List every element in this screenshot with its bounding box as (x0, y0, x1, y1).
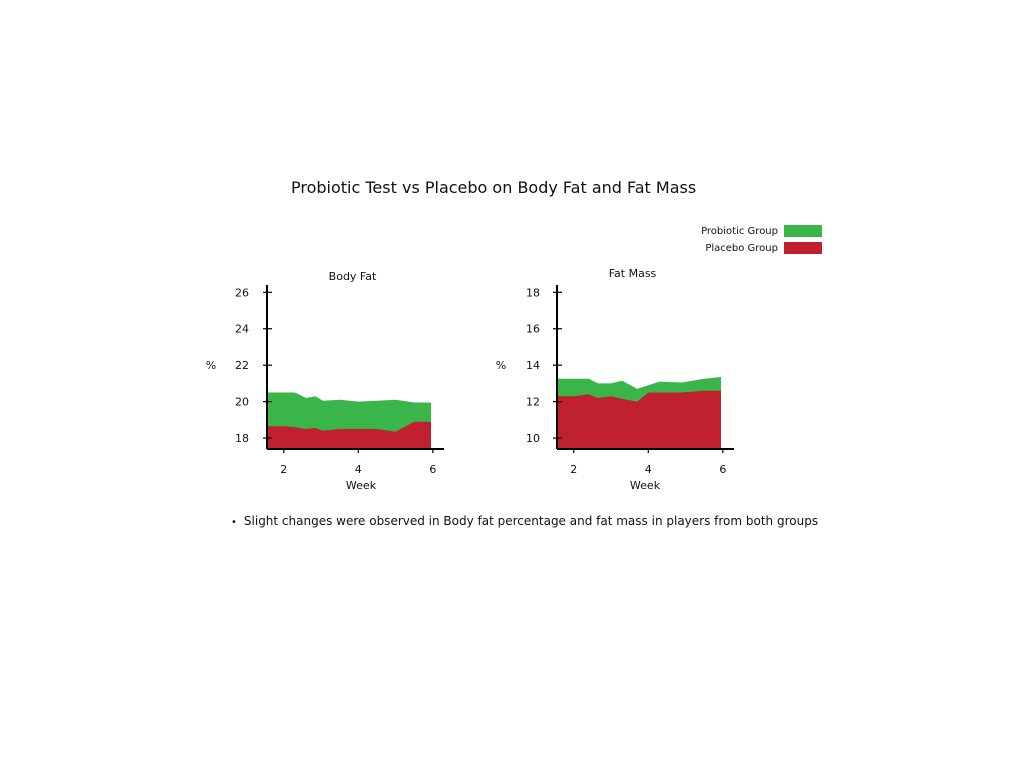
panel-title: Body Fat (329, 270, 377, 283)
legend-label-probiotic: Probiotic Group (701, 225, 778, 237)
area-placebo-group (557, 390, 721, 449)
y-tick-label: 24 (235, 323, 249, 336)
y-tick-label: 18 (526, 286, 540, 299)
x-tick-label: 4 (355, 463, 362, 476)
y-tick-label: 26 (235, 286, 249, 299)
x-tick-label: 4 (645, 463, 652, 476)
footnote: • Slight changes were observed in Body fa… (231, 514, 818, 528)
x-tick-label: 2 (570, 463, 577, 476)
y-axis-label: % (206, 359, 216, 372)
panel-fat-mass: 10 12 14 16 18 2 4 6 Fat Mass Week% (496, 267, 734, 492)
x-tick-label: 2 (280, 463, 287, 476)
x-axis-label: Week (630, 479, 661, 492)
y-tick-label: 20 (235, 396, 249, 409)
panel-title: Fat Mass (609, 267, 657, 280)
y-tick-label: 22 (235, 359, 249, 372)
x-tick-label: 6 (429, 463, 436, 476)
area-placebo-group (267, 421, 431, 449)
y-tick-label: 14 (526, 359, 540, 372)
bullet-icon: • (231, 517, 237, 528)
y-tick-label: 10 (526, 432, 540, 445)
legend-swatch-probiotic (784, 225, 822, 237)
x-axis-label: Week (346, 479, 377, 492)
legend-label-placebo: Placebo Group (705, 242, 778, 254)
legend-item-placebo: Placebo Group (705, 241, 822, 255)
y-axis-label: % (496, 359, 506, 372)
y-tick-label: 18 (235, 432, 249, 445)
x-tick-label: 6 (719, 463, 726, 476)
legend-item-probiotic: Probiotic Group (701, 224, 822, 238)
chart-title: Probiotic Test vs Placebo on Body Fat an… (291, 178, 697, 197)
y-tick-label: 12 (526, 396, 540, 409)
footnote-text: Slight changes were observed in Body fat… (243, 514, 819, 528)
legend-swatch-placebo (784, 242, 822, 254)
y-tick-label: 16 (526, 323, 540, 336)
